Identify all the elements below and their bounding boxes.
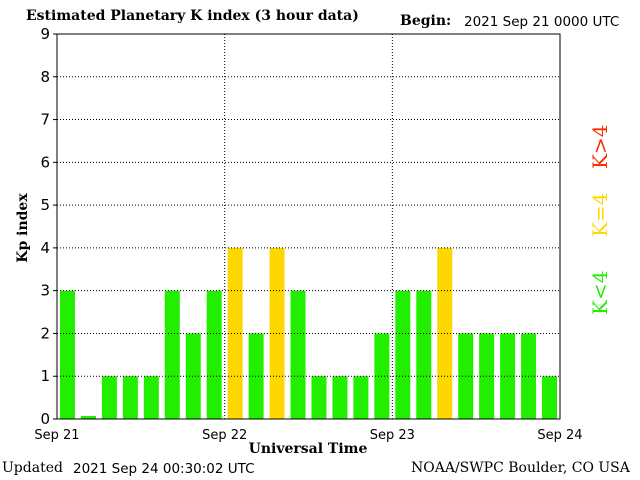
y-tick-label: 8 [40,68,50,86]
updated-value: 2021 Sep 24 00:30:02 UTC [73,461,255,477]
kp-bar [80,416,96,419]
legend-k-equal-4: K=4 [588,192,612,237]
kp-bar [101,376,117,419]
x-tick-label: Sep 24 [537,428,582,443]
kp-bar [143,376,159,419]
kp-bar [353,376,369,419]
x-axis-label: Universal Time [249,441,368,457]
legend-k-above-4: K>4 [588,124,612,169]
y-tick-label: 4 [40,239,50,257]
x-tick-label: Sep 22 [202,428,247,443]
begin-value: 2021 Sep 21 0000 UTC [464,14,620,30]
y-tick-label: 6 [40,153,50,171]
y-tick-label: 0 [40,410,50,428]
chart-title: Estimated Planetary K index (3 hour data… [26,8,359,24]
x-tick-label: Sep 21 [34,428,79,443]
kp-bar [311,376,327,419]
kp-bar [332,376,348,419]
legend-k-below-4: K<4 [588,270,612,315]
plot-frame [56,33,561,420]
kp-bar [416,290,432,419]
kp-bar [185,333,201,419]
kp-bar [59,290,75,419]
kp-bar [542,376,558,419]
kp-bar [164,290,180,419]
y-tick-label: 2 [40,324,50,342]
y-tick-label: 7 [40,111,50,129]
y-tick-label: 9 [40,25,50,43]
footer-credit: NOAA/SWPC Boulder, CO USA [411,460,630,476]
y-tick-label: 1 [40,367,50,385]
updated-label: Updated [2,460,63,476]
y-tick-label: 5 [40,196,50,214]
kp-bar [248,333,264,419]
x-tick-label: Sep 23 [370,428,415,443]
y-tick-label: 3 [40,282,50,300]
kp-bar [122,376,138,419]
y-axis-label: Kp index [15,193,31,263]
kp-bar [290,290,306,419]
kp-bar [395,290,411,419]
begin-label: Begin: [400,13,452,29]
kp-bar [206,290,222,419]
